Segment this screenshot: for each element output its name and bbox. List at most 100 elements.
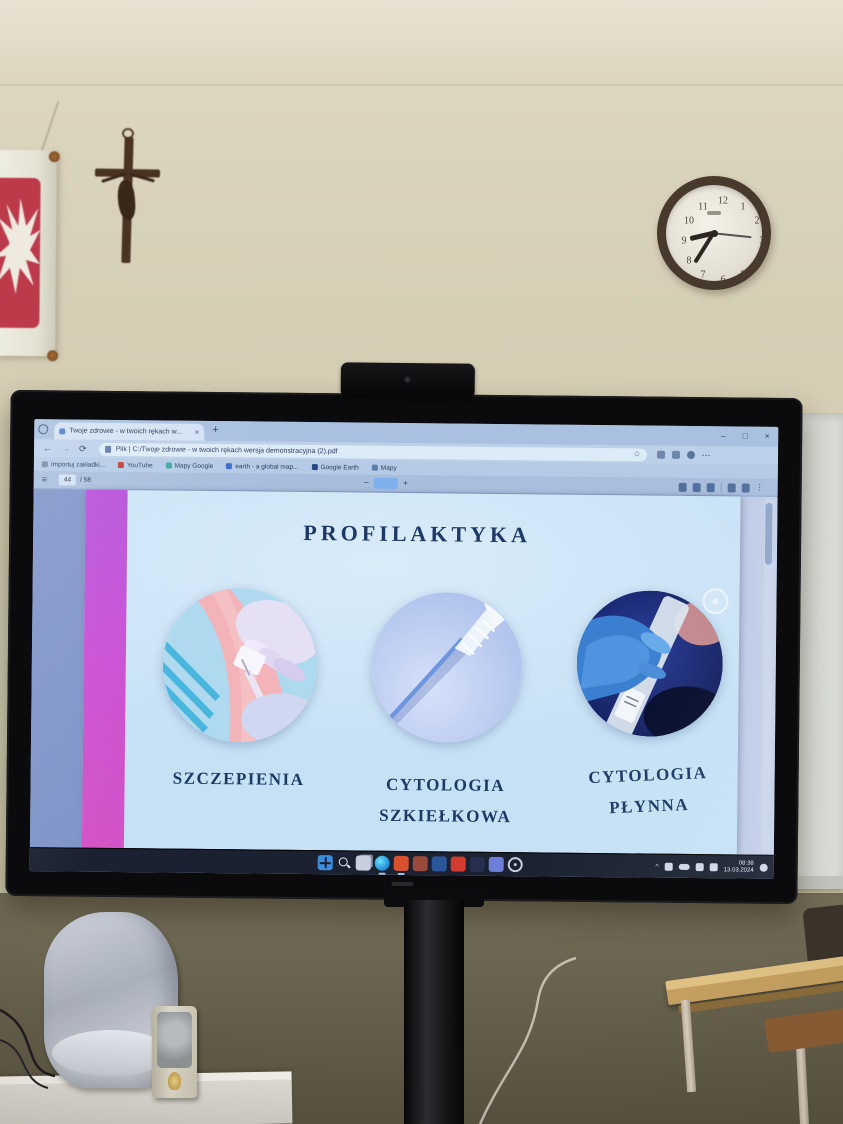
draw-icon[interactable]	[692, 482, 701, 492]
address-url: Plik | C:/Twoje zdrowie - w twoich rękac…	[115, 445, 338, 455]
speaker-grille	[157, 1012, 192, 1068]
start-button-icon[interactable]	[317, 855, 333, 871]
bookmark-label: Mapy	[380, 464, 397, 472]
display-camera-module	[340, 362, 475, 399]
clock-numeral: 12	[718, 195, 728, 207]
extensions-icon[interactable]	[656, 450, 665, 459]
bookmark-label: Mapy Google	[174, 462, 214, 470]
bookmark-item[interactable]: Importuj zakładki...	[41, 460, 106, 469]
display-stand-pole	[404, 900, 464, 1124]
browser-menu-icon[interactable]: ⋯	[701, 449, 711, 460]
page-total-label: / 58	[79, 476, 91, 484]
powerpoint-icon[interactable]	[393, 855, 409, 875]
tab-actions-icon[interactable]	[38, 424, 49, 435]
highlight-icon[interactable]	[706, 482, 715, 492]
new-tab-button[interactable]: +	[212, 423, 219, 437]
language-indicator[interactable]	[678, 863, 690, 871]
collections-icon[interactable]	[671, 450, 680, 459]
window-controls: – □ ×	[716, 428, 774, 445]
taskbar-clock[interactable]: 08:38 13.03.2024	[724, 860, 754, 875]
tray-chevron-up-icon[interactable]: ^	[655, 863, 659, 871]
emblem-red-shield	[0, 177, 41, 329]
back-button[interactable]: ←	[43, 442, 53, 453]
tray-status-icon[interactable]	[664, 862, 673, 871]
save-icon[interactable]	[727, 482, 736, 492]
zoom-out-button[interactable]: −	[363, 477, 370, 488]
zoom-level-field[interactable]	[373, 477, 399, 489]
earth-icon	[226, 463, 233, 470]
word-icon[interactable]	[431, 856, 447, 872]
clock-numeral: 11	[698, 201, 708, 213]
edge-browser-icon[interactable]	[374, 855, 390, 875]
pdf-scrollbar[interactable]	[760, 498, 774, 853]
clock-numeral: 10	[684, 215, 694, 227]
pdf-favicon	[59, 427, 66, 434]
minimize-button[interactable]: –	[720, 431, 726, 441]
scrollbar-thumb[interactable]	[764, 502, 773, 565]
clock-numeral: 7	[700, 269, 706, 281]
profile-avatar[interactable]	[686, 450, 695, 460]
bookmark-label: Importuj zakładki...	[50, 460, 106, 469]
teams-icon[interactable]	[488, 856, 504, 873]
forward-button[interactable]: →	[61, 442, 71, 453]
floating-tools-button[interactable]	[702, 588, 729, 615]
office-app-icon[interactable]	[412, 856, 428, 872]
search-icon[interactable]	[337, 855, 352, 870]
youtube-icon	[118, 461, 125, 469]
power-cable	[478, 956, 577, 1124]
refresh-button[interactable]: ⟳	[79, 443, 87, 454]
clock-second-hand	[713, 232, 752, 238]
student-desk	[648, 903, 843, 1124]
cables	[0, 1008, 56, 1089]
google-earth-icon	[311, 464, 318, 471]
pdf-sidebar-toggle-icon[interactable]: ≡	[41, 474, 48, 485]
bookmark-item[interactable]: YouTube	[118, 461, 153, 469]
file-icon	[104, 445, 111, 453]
desk-leg	[680, 999, 697, 1093]
vaccination-illustration	[161, 587, 318, 744]
print-icon[interactable]	[741, 483, 750, 493]
interactive-display: Twoje zdrowie - w twoich rękach w... × +…	[5, 362, 803, 905]
slide-magenta-stripe	[81, 489, 128, 849]
browser-tab[interactable]: Twoje zdrowie - w twoich rękach w... ×	[54, 422, 205, 441]
clock-brand-logo	[707, 211, 721, 215]
tab-close-icon[interactable]: ×	[194, 427, 200, 437]
bookmark-item[interactable]: Google Earth	[311, 463, 359, 472]
network-icon[interactable]	[695, 863, 704, 872]
task-view-icon[interactable]	[355, 855, 371, 871]
pdf-reader-icon[interactable]	[450, 856, 466, 872]
maximize-button[interactable]: □	[742, 431, 748, 441]
liquid-cytology-illustration	[576, 589, 724, 738]
zoom-in-button[interactable]: +	[402, 477, 409, 489]
close-button[interactable]: ×	[764, 431, 770, 441]
page-number-input[interactable]: 44	[58, 474, 77, 486]
vaccination-photo	[161, 587, 318, 744]
crucifix	[92, 128, 164, 270]
notification-bell-icon[interactable]	[759, 863, 768, 872]
banner-rod-knob	[47, 350, 59, 362]
bookmark-label: earth - a global map...	[235, 462, 299, 471]
running-app-indicator	[378, 872, 386, 875]
toolbar-right-icons: ⋯	[656, 449, 711, 460]
maps-pin-icon[interactable]	[507, 857, 523, 873]
slide-label-cytologia-szkielkowa: CYTOLOGIA SZKIEŁKOWA	[340, 768, 551, 833]
dark-app-icon[interactable]	[469, 856, 485, 872]
bookmark-label: YouTube	[127, 461, 153, 469]
bookmark-label: Google Earth	[320, 463, 359, 472]
pdf-more-options-icon[interactable]: ⋮	[755, 482, 764, 492]
volume-icon[interactable]	[709, 863, 718, 872]
bookmark-item[interactable]: Mapy	[371, 464, 397, 472]
desktop-speaker	[152, 1006, 197, 1098]
white-eagle-emblem	[0, 197, 41, 294]
clock-numeral: 4	[754, 255, 760, 267]
bookmark-item[interactable]: Mapy Google	[165, 462, 214, 470]
read-aloud-icon[interactable]	[678, 482, 687, 492]
favorites-star-icon[interactable]: ☆	[633, 449, 641, 459]
cytology-brush-illustration	[371, 591, 523, 744]
taskbar-tray: ^ 08:38 13.03.2024	[655, 857, 768, 878]
label-line: SZKIEŁKOWA	[379, 806, 512, 827]
running-app-indicator	[397, 872, 405, 875]
clock-numeral: 9	[681, 235, 687, 247]
bookmark-item[interactable]: earth - a global map...	[226, 462, 299, 471]
crucifix-horizontal-bar	[94, 168, 161, 178]
